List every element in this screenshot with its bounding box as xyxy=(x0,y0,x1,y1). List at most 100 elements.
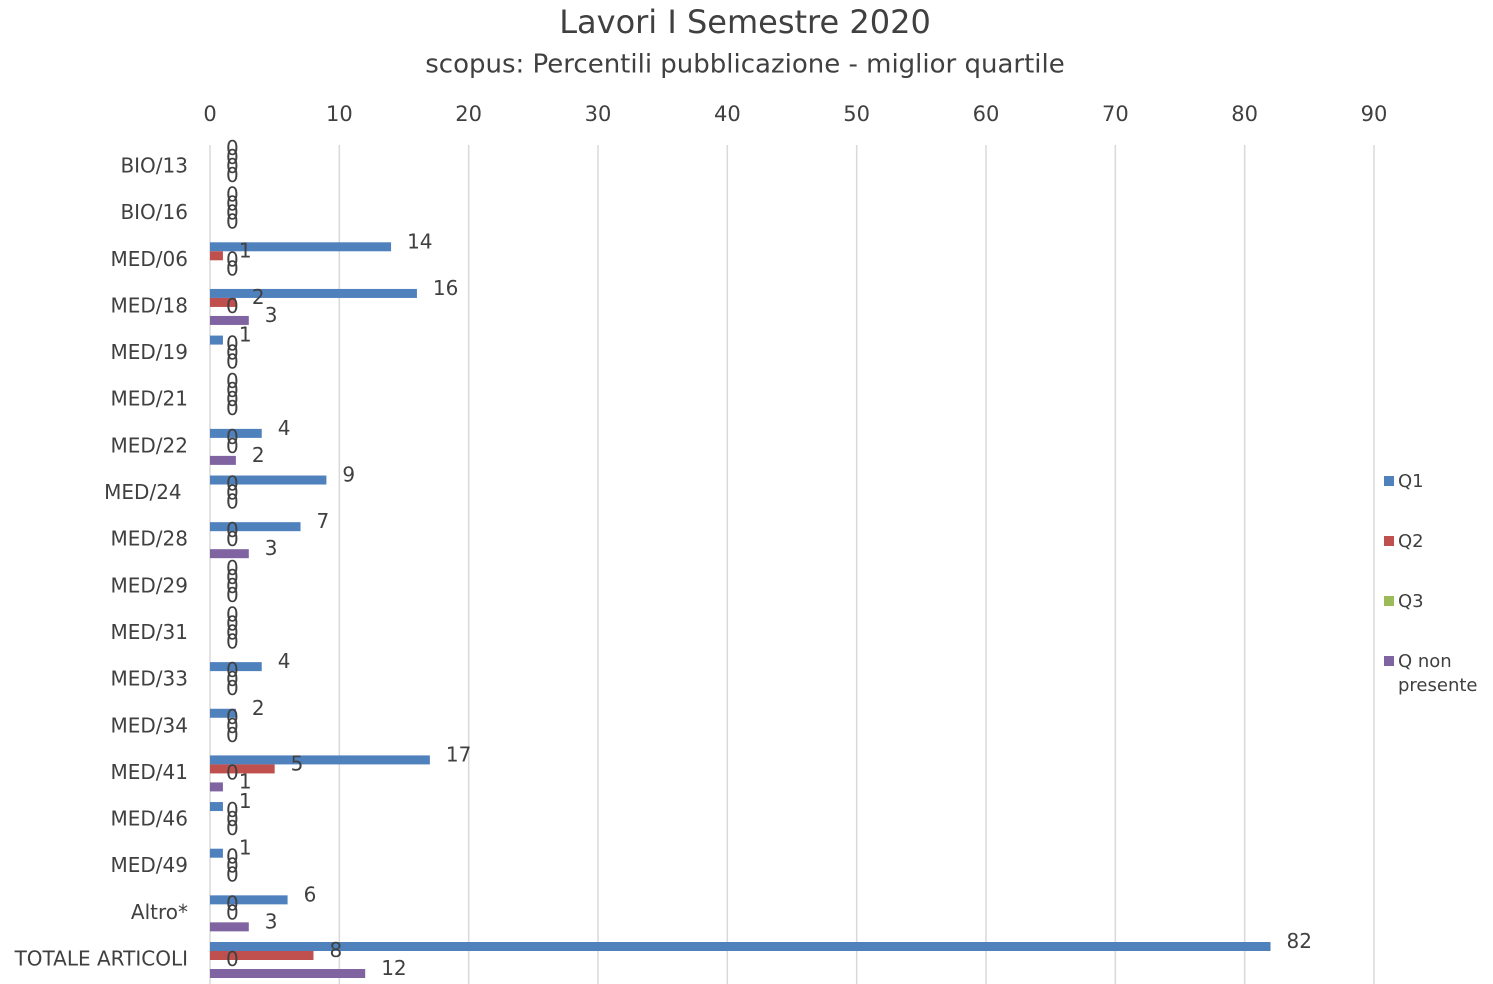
legend-label: Q2 xyxy=(1398,531,1424,552)
y-tick-label: MED/33 xyxy=(111,667,188,691)
y-tick-label: MED/46 xyxy=(111,807,188,831)
legend-item: Q non presente xyxy=(1384,650,1489,698)
data-label: 0 xyxy=(226,369,239,393)
x-tick-label: 40 xyxy=(714,102,741,126)
data-label: 0 xyxy=(226,676,239,700)
data-label: 0 xyxy=(226,481,239,505)
data-label: 0 xyxy=(226,183,239,207)
data-label: 0 xyxy=(226,556,239,580)
data-label: 0 xyxy=(226,192,239,216)
chart-subtitle: scopus: Percentili pubblicazione - migli… xyxy=(425,50,1065,80)
data-label: 1 xyxy=(239,323,252,347)
y-tick-label: MED/22 xyxy=(111,433,188,457)
data-label: 0 xyxy=(226,387,239,411)
y-tick-label: TOTALE ARTICOLI xyxy=(14,947,188,971)
bar xyxy=(210,951,314,960)
data-label: 16 xyxy=(433,276,458,300)
data-label: 0 xyxy=(226,154,239,178)
x-tick-label: 20 xyxy=(455,102,482,126)
bar xyxy=(210,315,249,325)
bar xyxy=(210,251,223,261)
data-label: 0 xyxy=(226,658,239,682)
data-label: 0 xyxy=(226,611,239,635)
legend-swatch xyxy=(1384,596,1394,606)
data-label: 0 xyxy=(226,518,239,542)
x-tick-label: 30 xyxy=(585,102,612,126)
bar xyxy=(210,782,223,792)
bar xyxy=(210,764,275,774)
y-tick-label: BIO/13 xyxy=(120,154,188,178)
data-label: 6 xyxy=(304,882,317,906)
x-tick-label: 0 xyxy=(203,102,216,126)
data-label: 0 xyxy=(226,565,239,589)
data-label: 0 xyxy=(226,900,239,924)
bar xyxy=(210,297,236,307)
y-tick-label: MED/34 xyxy=(111,713,188,737)
x-tick-label: 90 xyxy=(1361,102,1388,126)
legend-item: Q2 xyxy=(1384,530,1489,554)
y-tick-label: MED/06 xyxy=(111,247,188,271)
data-label: 82 xyxy=(1287,929,1312,953)
y-tick-label: MED/19 xyxy=(111,340,188,364)
data-label: 0 xyxy=(226,947,239,971)
data-label: 0 xyxy=(226,891,239,915)
data-label: 0 xyxy=(226,434,239,458)
data-label: 0 xyxy=(226,294,239,318)
data-label: 17 xyxy=(446,742,471,766)
y-tick-label: MED/49 xyxy=(111,853,188,877)
data-label: 1 xyxy=(239,769,252,793)
data-label: 0 xyxy=(226,396,239,420)
data-label: 0 xyxy=(226,620,239,644)
y-tick-label: BIO/16 xyxy=(120,200,188,224)
x-tick-label: 70 xyxy=(1102,102,1129,126)
y-tick-label: MED/18 xyxy=(111,293,188,317)
y-tick-label: MED/24 xyxy=(104,480,188,504)
data-label: 0 xyxy=(226,378,239,402)
legend-label: Q non presente xyxy=(1398,651,1478,696)
bar xyxy=(210,895,288,905)
bar xyxy=(210,549,249,559)
legend-label: Q3 xyxy=(1398,591,1424,612)
legend-swatch xyxy=(1384,656,1394,666)
y-tick-label: MED/21 xyxy=(111,387,188,411)
chart-title: Lavori I Semestre 2020 xyxy=(559,3,931,41)
data-label: 0 xyxy=(226,210,239,234)
data-label: 2 xyxy=(252,696,265,720)
data-label: 0 xyxy=(226,629,239,653)
data-label: 0 xyxy=(226,527,239,551)
data-label: 0 xyxy=(226,807,239,831)
data-label: 0 xyxy=(226,425,239,449)
x-tick-label: 10 xyxy=(326,102,353,126)
data-label: 0 xyxy=(226,490,239,514)
data-label: 8 xyxy=(329,938,342,962)
data-label: 0 xyxy=(226,136,239,160)
data-label: 0 xyxy=(226,845,239,869)
data-label: 0 xyxy=(226,350,239,374)
data-label: 0 xyxy=(226,583,239,607)
data-label: 1 xyxy=(239,238,252,262)
data-label: 0 xyxy=(226,145,239,169)
y-tick-label: MED/29 xyxy=(111,573,188,597)
data-label: 0 xyxy=(226,714,239,738)
data-label: 0 xyxy=(226,705,239,729)
data-label: 0 xyxy=(226,247,239,271)
legend-swatch xyxy=(1384,536,1394,546)
bar xyxy=(210,922,249,932)
data-label: 2 xyxy=(252,443,265,467)
bar xyxy=(210,969,366,978)
y-tick-label: MED/28 xyxy=(111,527,188,551)
data-label: 4 xyxy=(278,416,291,440)
bar xyxy=(210,942,1271,951)
data-label: 0 xyxy=(226,341,239,365)
data-label: 1 xyxy=(239,789,252,813)
data-label: 0 xyxy=(226,667,239,691)
data-label: 5 xyxy=(291,751,304,775)
legend-label: Q1 xyxy=(1398,471,1424,492)
data-label: 0 xyxy=(226,854,239,878)
data-label: 3 xyxy=(265,536,278,560)
data-label: 0 xyxy=(226,574,239,598)
data-label: 0 xyxy=(226,602,239,626)
bar xyxy=(210,455,236,465)
bar xyxy=(210,335,223,345)
